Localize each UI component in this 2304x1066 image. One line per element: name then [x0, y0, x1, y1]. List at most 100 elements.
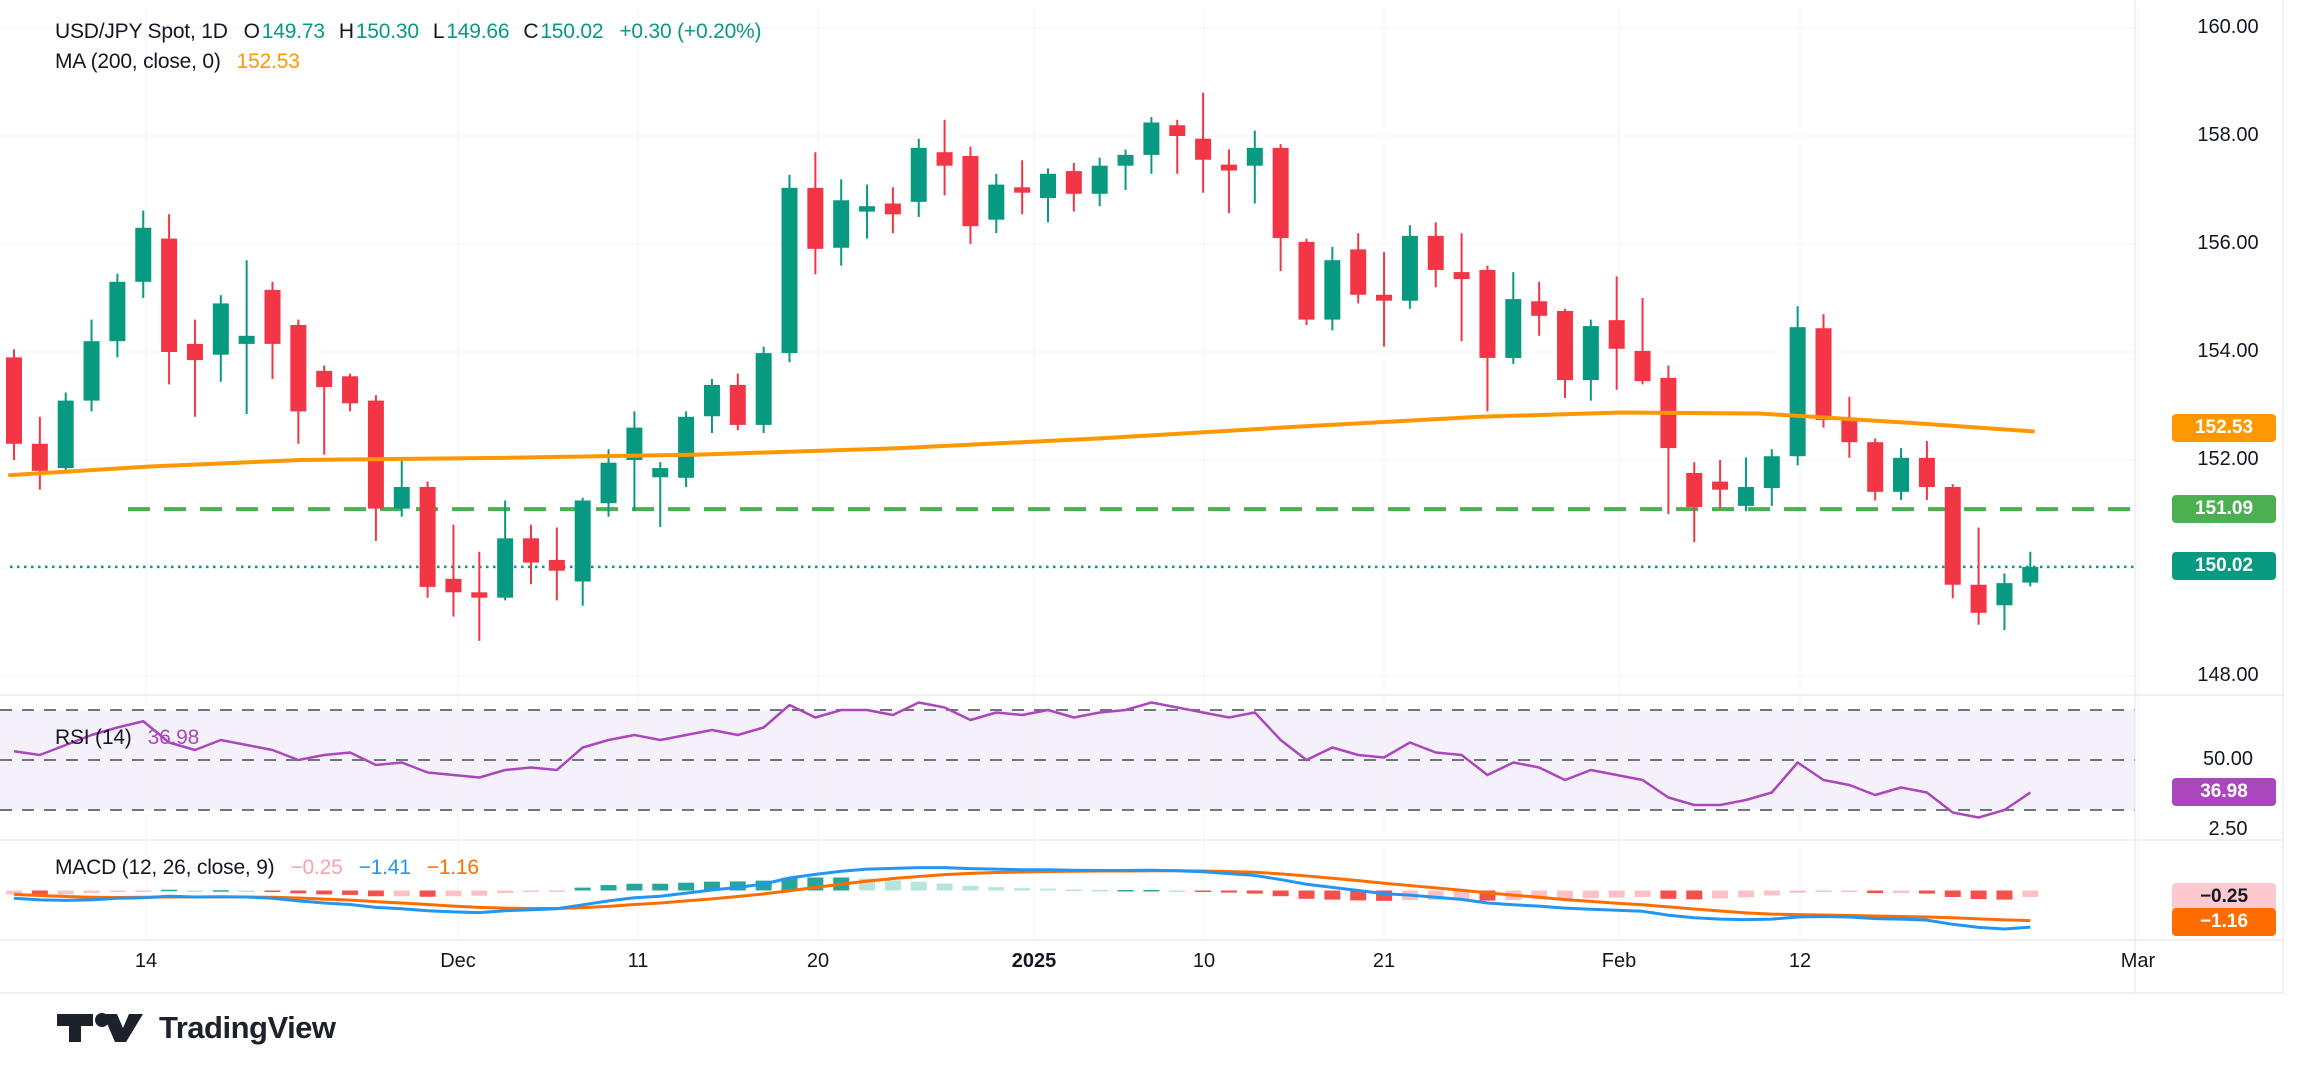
candle-body: [574, 500, 591, 582]
macd-hist-bar: [1608, 890, 1625, 898]
macd-hist-bar: [316, 890, 333, 895]
candle-body: [1867, 442, 1884, 492]
candle-body: [186, 343, 203, 361]
candle-body: [833, 200, 850, 248]
macd-legend[interactable]: MACD (12, 26, close, 9) −0.25 −1.41 −1.1…: [55, 856, 479, 880]
macd-hist-bar: [1220, 890, 1237, 893]
macd-hist-bar: [1298, 890, 1315, 899]
last-price-badge: 150.02: [2172, 552, 2276, 580]
candle-body: [1841, 420, 1858, 443]
macd-label: MACD (12, 26, close, 9): [55, 856, 275, 879]
candle-body: [1324, 260, 1341, 320]
ma-legend[interactable]: MA (200, close, 0) 152.53: [55, 50, 300, 74]
candle-body: [678, 416, 695, 478]
candle-body: [1091, 165, 1108, 194]
candle-body: [342, 376, 359, 404]
candle-body: [1557, 310, 1573, 381]
candle-body: [109, 281, 126, 342]
rsi-value: 36.98: [147, 726, 200, 749]
candle-body: [1531, 301, 1548, 316]
macd-hist-bar: [135, 890, 152, 892]
macd-hist-bar: [1531, 890, 1548, 900]
ma-value: 152.53: [236, 50, 300, 73]
candle-body: [212, 303, 229, 355]
candle-body: [2022, 566, 2039, 583]
macd-hist-bar: [1427, 890, 1444, 900]
candle-body: [1789, 327, 1806, 457]
macd-hist-bar: [367, 890, 384, 897]
macd-hist-bar: [2022, 890, 2039, 897]
ma200-line: [8, 410, 2035, 478]
candle-body: [1453, 272, 1470, 280]
candle-body: [1582, 326, 1599, 381]
macd-hist-bar: [1712, 890, 1729, 899]
candle-body: [1996, 583, 2013, 606]
macd-hist-bar: [290, 890, 307, 894]
time-scale[interactable]: [0, 940, 2283, 993]
candle-body: [1272, 147, 1289, 239]
candle-body: [523, 538, 539, 563]
candle-body: [1169, 125, 1186, 136]
macd-hist-bar: [497, 890, 514, 894]
price-pane[interactable]: [0, 8, 2135, 695]
macd-hist-bar: [523, 890, 539, 892]
candle-body: [1040, 173, 1056, 199]
rsi-legend[interactable]: RSI (14) 36.98: [55, 726, 199, 750]
macd-hist-bar: [1970, 890, 1987, 900]
time-axis-label: 2025: [1011, 950, 1057, 972]
macd-hist-bar: [1737, 890, 1754, 898]
macd-hist-bar: [1040, 888, 1056, 891]
macd-hist-bar: [1660, 890, 1677, 899]
macd-hist-bar: [1143, 889, 1160, 892]
symbol-title: USD/JPY Spot, 1D: [55, 20, 228, 43]
macd-hist-bar: [1789, 890, 1806, 893]
macd-hist-bar: [83, 890, 100, 894]
macd-hist-bar: [1582, 890, 1599, 899]
candle-body: [548, 559, 565, 571]
candle-body: [497, 538, 514, 598]
candle-body: [290, 325, 307, 412]
macd-hist-badge: −0.25: [2172, 883, 2276, 911]
macd-hist-bar: [1815, 890, 1832, 893]
resistance-level-badge: 151.09: [2172, 495, 2276, 523]
macd-hist-bar: [781, 877, 798, 891]
macd-hist-bar: [1453, 890, 1470, 900]
macd-hist-bar: [57, 890, 74, 895]
tradingview-logo[interactable]: TradingView: [55, 1008, 336, 1048]
macd-hist-bar: [755, 880, 772, 891]
ohlc-field: H 150.30: [338, 20, 419, 43]
candle-body: [6, 357, 22, 444]
candle-body: [988, 184, 1005, 220]
macd-hist-bar: [264, 890, 281, 892]
macd-hist-bar: [1944, 890, 1961, 897]
symbol-legend[interactable]: USD/JPY Spot, 1D O 149.73 H 150.30 L 149.66 C 1…: [55, 20, 762, 44]
macd-hist-bar: [471, 890, 488, 896]
macd-hist-bar: [393, 890, 410, 897]
time-axis-label: Dec: [440, 950, 476, 972]
candle-body: [1608, 320, 1625, 349]
ma-value-badge: 152.53: [2172, 414, 2276, 442]
candle-body: [57, 400, 74, 469]
candle-body: [1195, 138, 1212, 160]
macd-hist-bar: [600, 885, 617, 891]
candle-body: [859, 206, 876, 212]
macd-hist-bar: [1479, 890, 1496, 901]
candle-body: [1298, 241, 1315, 320]
axis-label: 50.00: [2202, 748, 2254, 770]
candle-body: [1117, 154, 1134, 166]
rsi-label: RSI (14): [55, 726, 132, 749]
candle-body: [729, 384, 746, 425]
candle-body: [781, 187, 798, 354]
candle-body: [445, 578, 462, 593]
candle-body: [367, 400, 384, 509]
macd-hist-bar: [859, 878, 876, 891]
candle-body: [1634, 350, 1651, 382]
time-axis-label: 14: [134, 950, 158, 972]
macd-hist-bar: [1195, 890, 1212, 892]
candle-body: [1893, 457, 1910, 492]
rsi-pane[interactable]: [0, 695, 2135, 840]
macd-pane[interactable]: [0, 840, 2135, 940]
candle-body: [1376, 294, 1393, 301]
macd-hist-bar: [161, 889, 178, 892]
